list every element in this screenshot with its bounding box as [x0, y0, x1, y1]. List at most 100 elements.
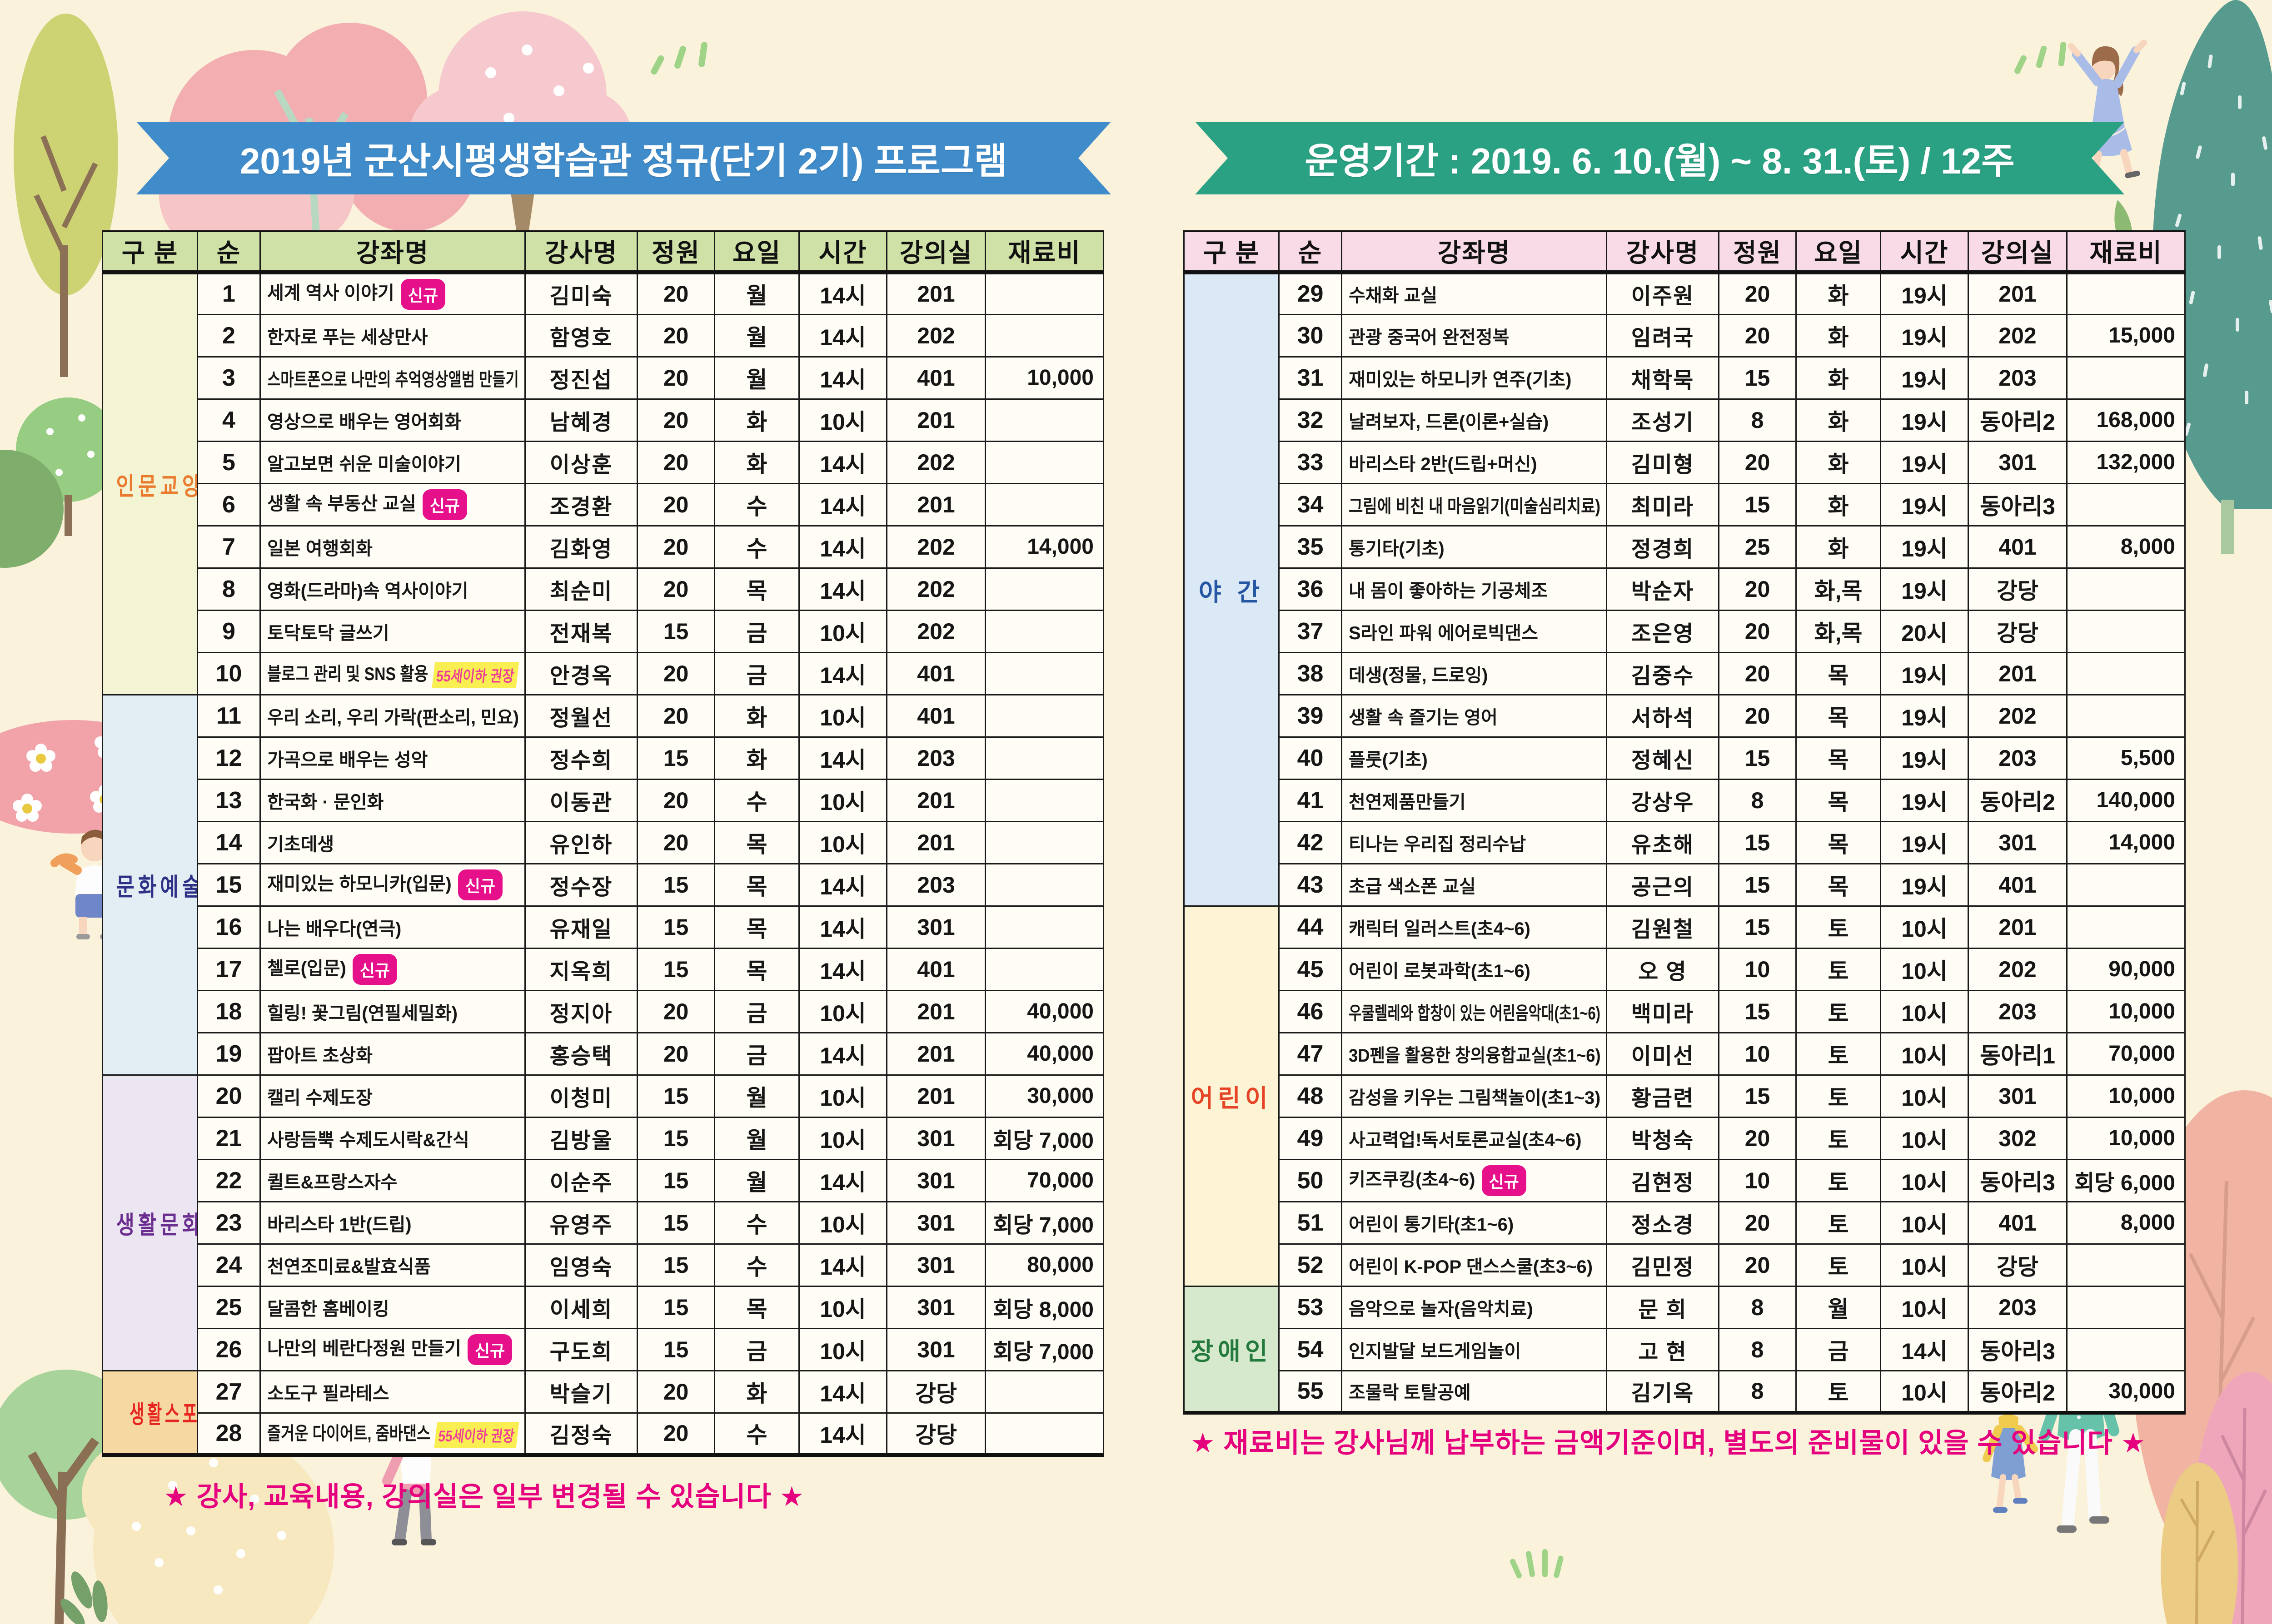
- course-name-cell: 인지발달 보드게임놀이: [1341, 1327, 1607, 1371]
- table-row: 42 티나는 우리집 정리수납 유초해 15 목 19시 301 14,000: [1184, 820, 2186, 864]
- fee-cell: [985, 905, 1104, 949]
- course-name-cell: 첼로(입문) 신규: [259, 947, 526, 991]
- no-cell: 15: [197, 863, 261, 907]
- table-row: 54 인지발달 보드게임놀이 고 현 8 금 14시 동아리3: [1184, 1327, 2186, 1371]
- column-header-2: 강좌명: [259, 230, 526, 274]
- instructor-cell: 임려국: [1606, 313, 1719, 358]
- time-cell: 14시: [1880, 1327, 1969, 1371]
- course-name-cell: 초급 색소폰 교실: [1341, 863, 1607, 907]
- room-cell: 203: [886, 736, 986, 780]
- instructor-cell: 박청숙: [1606, 1116, 1719, 1160]
- course-name-cell: 재미있는 하모니카(입문) 신규: [259, 863, 526, 907]
- instructor-cell: 강상우: [1606, 778, 1719, 822]
- day-cell: 목: [714, 820, 800, 864]
- time-cell: 19시: [1880, 736, 1969, 780]
- table-row: 15 재미있는 하모니카(입문) 신규 정수장 15 목 14시 203: [103, 863, 1104, 907]
- no-cell: 16: [197, 905, 261, 949]
- capacity-cell: 10: [1718, 1032, 1797, 1076]
- fee-cell: [985, 736, 1104, 780]
- capacity-cell: 15: [637, 905, 715, 949]
- day-cell: 목: [714, 905, 800, 949]
- fee-cell: 70,000: [985, 1158, 1104, 1202]
- time-cell: 19시: [1880, 356, 1969, 400]
- instructor-cell: 임영숙: [524, 1243, 638, 1287]
- course-name-cell: 우쿨렐레와 합창이 있는 어린음악대(초1~6): [1341, 989, 1607, 1033]
- room-cell: 401: [886, 947, 986, 991]
- no-cell: 37: [1278, 609, 1342, 653]
- category-cell: 문화예술: [102, 694, 198, 1076]
- course-name-cell: 팝아트 초상화: [259, 1032, 526, 1076]
- instructor-cell: 박순자: [1606, 567, 1719, 611]
- room-cell: 동아리2: [1968, 778, 2068, 822]
- no-cell: 19: [197, 1032, 261, 1076]
- day-cell: 화,목: [1795, 609, 1881, 653]
- fee-cell: [985, 947, 1104, 991]
- fee-cell: 30,000: [2066, 1370, 2186, 1414]
- time-cell: 14시: [798, 567, 887, 611]
- column-header-1: 순: [1278, 230, 1342, 274]
- table-row: 23 바리스타 1반(드립) 유영주 15 수 10시 301 회당 7,000: [103, 1201, 1104, 1245]
- day-cell: 토: [1795, 1116, 1881, 1160]
- day-cell: 화: [1795, 482, 1881, 526]
- room-cell: 강당: [1968, 609, 2068, 653]
- column-header-2: 강좌명: [1341, 230, 1607, 274]
- course-name-cell: 달콤한 홈베이킹: [259, 1285, 526, 1329]
- day-cell: 목: [714, 1285, 800, 1329]
- instructor-cell: 김원철: [1606, 905, 1719, 949]
- day-cell: 화: [1795, 271, 1881, 315]
- time-cell: 10시: [798, 1074, 887, 1118]
- instructor-cell: 지옥희: [524, 947, 638, 991]
- no-cell: 36: [1278, 567, 1342, 611]
- day-cell: 화: [1795, 525, 1881, 569]
- day-cell: 토: [1795, 1201, 1881, 1245]
- new-badge: 신규: [422, 489, 467, 521]
- time-cell: 19시: [1880, 863, 1969, 907]
- day-cell: 금: [714, 989, 800, 1033]
- capacity-cell: 15: [637, 1327, 715, 1371]
- room-cell: 203: [1968, 989, 2068, 1033]
- room-cell: 301: [1968, 1074, 2068, 1118]
- fee-cell: [2066, 694, 2186, 738]
- day-cell: 금: [714, 651, 800, 695]
- capacity-cell: 20: [637, 482, 715, 526]
- room-cell: 201: [886, 398, 986, 442]
- instructor-cell: 김방울: [524, 1116, 638, 1160]
- day-cell: 금: [714, 609, 800, 653]
- room-cell: 401: [1968, 863, 2068, 907]
- no-cell: 54: [1278, 1327, 1342, 1371]
- right-program-table: 구 분 순 강좌명 강사명 정원 요일 시간 강의실 재료비 야 간 29 수채화 교실 이주원 20 화 1…: [1183, 230, 2186, 1415]
- fee-cell: [985, 778, 1104, 822]
- time-cell: 19시: [1880, 482, 1969, 526]
- category-cell: 인문교양: [102, 271, 198, 695]
- table-row: 14 기초데생 유인하 20 목 10시 201: [103, 820, 1104, 864]
- capacity-cell: 25: [1718, 525, 1797, 569]
- instructor-cell: 정수희: [524, 736, 638, 780]
- time-cell: 14시: [798, 1412, 887, 1456]
- course-name-cell: 영화(드라마)속 역사이야기: [259, 567, 526, 611]
- no-cell: 25: [197, 1285, 261, 1329]
- capacity-cell: 20: [637, 820, 715, 864]
- fee-cell: [2066, 863, 2186, 907]
- fee-cell: 10,000: [2066, 1074, 2186, 1118]
- course-name-cell: 그림에 비친 내 마음읽기(미술심리치료): [1341, 482, 1607, 526]
- room-cell: 201: [886, 778, 986, 822]
- room-cell: 401: [886, 651, 986, 695]
- capacity-cell: 15: [637, 1201, 715, 1245]
- time-cell: 10시: [1880, 1370, 1969, 1414]
- category-cell: 장애인: [1183, 1285, 1280, 1414]
- course-name-cell: 수채화 교실: [1341, 271, 1607, 315]
- time-cell: 10시: [798, 778, 887, 822]
- capacity-cell: 20: [637, 694, 715, 738]
- time-cell: 14시: [798, 1032, 887, 1076]
- no-cell: 50: [1278, 1158, 1342, 1202]
- column-header-4: 정원: [637, 230, 715, 274]
- room-cell: 동아리1: [1968, 1032, 2068, 1076]
- time-cell: 10시: [798, 609, 887, 653]
- instructor-cell: 김현정: [1606, 1158, 1719, 1202]
- table-row: 인문교양 1 세계 역사 이야기 신규 김미숙 20 월 14시 201: [102, 271, 1104, 695]
- table-row: 어린이 44 캐릭터 일러스트(초4~6) 김원철 15 토 10시 201: [1183, 905, 2186, 1287]
- day-cell: 화,목: [1795, 567, 1881, 611]
- column-header-3: 강사명: [1606, 230, 1719, 274]
- no-cell: 11: [197, 694, 261, 738]
- no-cell: 30: [1278, 313, 1342, 358]
